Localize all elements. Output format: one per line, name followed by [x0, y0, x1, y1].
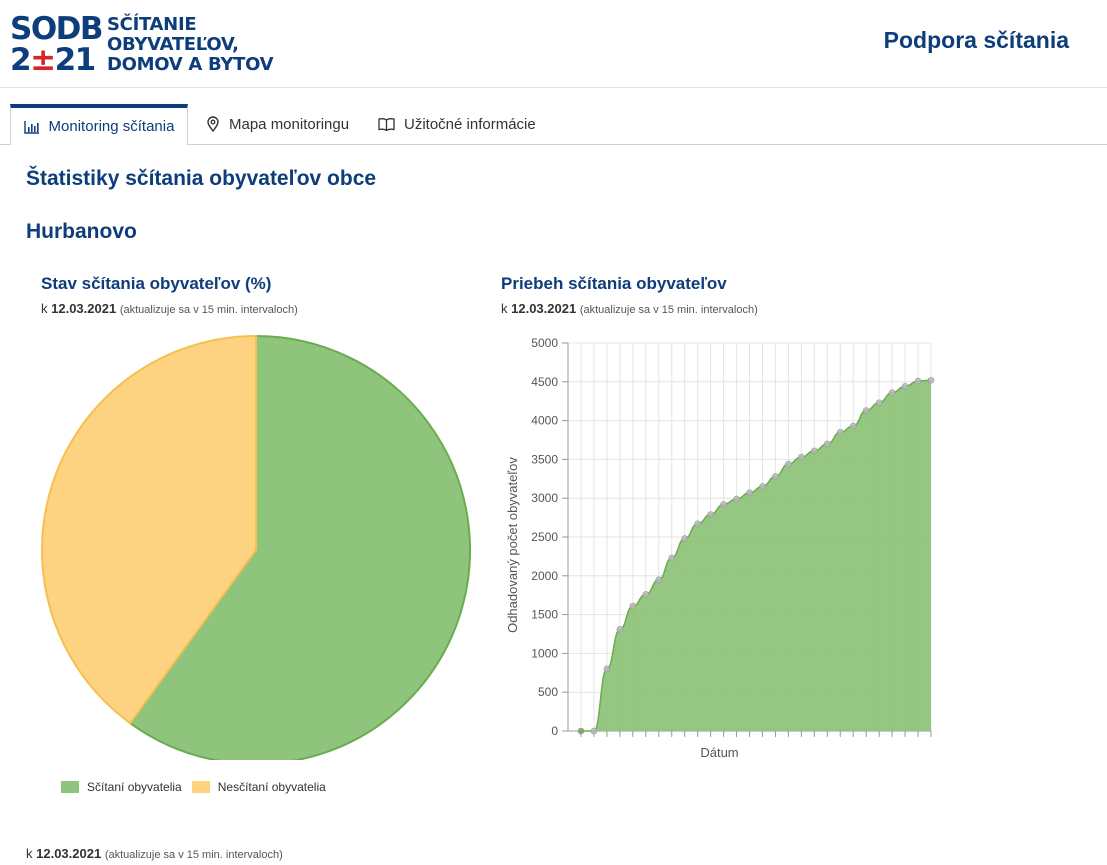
logo-text-line: OBYVATEĽOV,: [107, 34, 239, 55]
pie-as-of: k 12.03.2021 (aktualizuje sa v 15 min. i…: [41, 301, 298, 316]
y-tick-label: 2500: [531, 530, 558, 544]
area-chart: 0 500 1000 1500 2000 2500 3000 3500 4000 4500 5000…: [505, 336, 935, 760]
area-line: [581, 379, 932, 732]
area-chart-title: Priebeh sčítania obyvateľov: [501, 274, 727, 293]
data-point[interactable]: [772, 473, 779, 480]
logo-text-line: DOMOV A BYTOV: [107, 54, 274, 75]
legend-swatch-yellow: [191, 781, 210, 793]
tab-label: Monitoring sčítania: [48, 118, 175, 135]
tab-label: Užitočné informácie: [404, 115, 536, 133]
logo-mark-line1: SODB: [10, 11, 104, 47]
pie-chart: [41, 334, 471, 760]
data-point[interactable]: [603, 665, 611, 673]
data-point[interactable]: [642, 591, 650, 598]
y-tick-label: 5000: [531, 336, 558, 350]
logo-mark: SODB 2±21: [10, 14, 104, 78]
data-point[interactable]: [616, 626, 624, 633]
x-axis-label: Dátum: [700, 745, 738, 760]
data-point[interactable]: [759, 483, 766, 490]
site-title: Podpora sčítania: [883, 27, 1069, 53]
pie-slice-counted[interactable]: [128, 334, 471, 760]
data-point[interactable]: [836, 428, 844, 436]
data-point[interactable]: [901, 383, 909, 390]
data-point[interactable]: [798, 453, 805, 461]
data-point[interactable]: [785, 460, 792, 468]
legend-label: Sčítaní obyvatelia: [87, 780, 182, 794]
y-tick-label: 2000: [531, 569, 558, 583]
book-icon: [378, 118, 395, 131]
data-point[interactable]: [746, 489, 753, 497]
y-tick-label: 3500: [531, 452, 558, 466]
logo-text: SČÍTANIE OBYVATEĽOV, DOMOV A BYTOV: [107, 14, 274, 75]
pie-slice-uncounted[interactable]: [41, 334, 257, 725]
area-fill: [581, 380, 931, 731]
y-tick-label: 4500: [531, 375, 558, 389]
pie-legend: Sčítaní obyvatelia Nesčítaní obyvatelia: [61, 780, 336, 794]
tab-info[interactable]: Užitočné informácie: [378, 104, 536, 144]
data-point[interactable]: [914, 377, 922, 385]
sodb-logo[interactable]: SODB 2±21 SČÍTANIE OBYVATEĽOV, DOMOV A B…: [10, 14, 274, 78]
y-tick-label: 3000: [531, 491, 558, 505]
data-point[interactable]: [823, 440, 831, 448]
page-title: Štatistiky sčítania obyvateľov obce: [26, 167, 377, 190]
data-point[interactable]: [694, 520, 701, 528]
y-tick-label: 1500: [531, 608, 558, 622]
data-point[interactable]: [811, 447, 818, 455]
data-point[interactable]: [927, 376, 935, 384]
data-point[interactable]: [888, 389, 896, 396]
data-point[interactable]: [733, 495, 740, 503]
logo-mark-line2: 2±21: [10, 42, 96, 78]
y-axis-label: Odhadovaný počet obyvateľov: [505, 457, 520, 633]
data-point[interactable]: [629, 602, 637, 610]
legend-item-uncounted[interactable]: Nesčítaní obyvatelia: [191, 780, 326, 794]
municipality-name: Hurbanovo: [26, 220, 137, 243]
site-header: SODB 2±21 SČÍTANIE OBYVATEĽOV, DOMOV A B…: [0, 0, 1107, 88]
map-pin-icon: [207, 116, 219, 132]
y-tick-label: 500: [538, 685, 558, 699]
tab-map[interactable]: Mapa monitoringu: [206, 104, 349, 144]
data-point[interactable]: [668, 554, 676, 562]
y-tick-label: 1000: [531, 646, 558, 660]
bar-chart-icon: [23, 120, 39, 134]
tab-bar: Monitoring sčítania Mapa monitoringu Uži…: [0, 104, 1107, 145]
tab-monitoring[interactable]: Monitoring sčítania: [10, 104, 188, 145]
logo-text-line: SČÍTANIE: [107, 14, 197, 35]
legend-swatch-green: [61, 781, 79, 793]
data-point[interactable]: [655, 576, 663, 583]
data-point[interactable]: [577, 727, 585, 735]
data-point[interactable]: [681, 535, 689, 542]
data-point[interactable]: [707, 511, 714, 518]
legend-label: Nesčítaní obyvatelia: [217, 780, 326, 794]
data-point[interactable]: [720, 501, 727, 508]
y-tick-label: 4000: [531, 414, 558, 428]
footer-as-of: k 12.03.2021 (aktualizuje sa v 15 min. i…: [26, 846, 283, 861]
data-point[interactable]: [875, 399, 883, 407]
area-as-of: k 12.03.2021 (aktualizuje sa v 15 min. i…: [501, 301, 758, 316]
data-point[interactable]: [862, 407, 870, 414]
y-tick-label: 0: [551, 724, 558, 738]
tab-label: Mapa monitoringu: [229, 115, 350, 133]
legend-item-counted[interactable]: Sčítaní obyvatelia: [61, 780, 182, 794]
pie-chart-title: Stav sčítania obyvateľov (%): [41, 274, 272, 293]
data-point[interactable]: [849, 422, 857, 430]
data-point[interactable]: [590, 727, 598, 735]
